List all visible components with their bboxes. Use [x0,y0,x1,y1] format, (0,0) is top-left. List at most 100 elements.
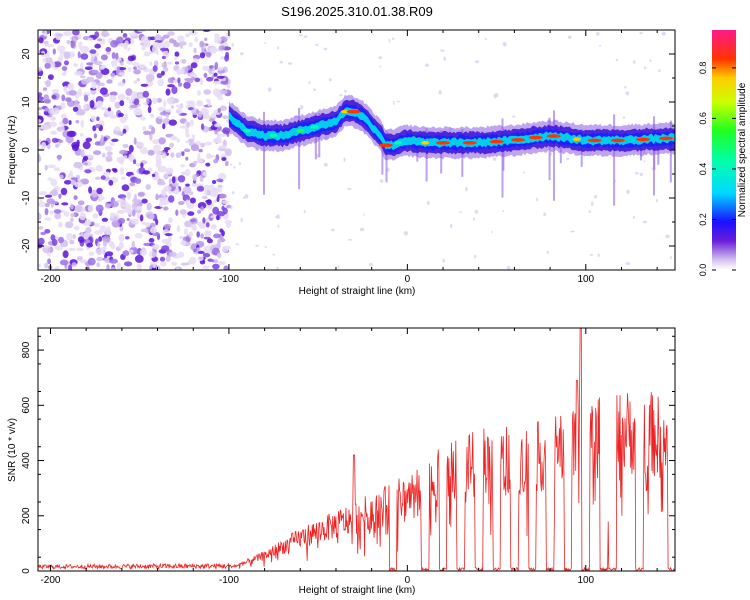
noise-speckle [167,84,175,88]
y-tick-label: 0 [21,147,32,153]
snr-panel: -200 -100 0 100 0 200 400 600 800 Height of stra… [7,327,676,596]
noise-speckle [55,144,59,148]
noise-speckle [117,217,126,224]
noise-speckle [190,144,200,152]
noise-speckle [128,32,138,37]
noise-speckle [255,244,259,247]
noise-speckle [45,44,54,48]
noise-speckle [89,49,97,54]
noise-speckle [206,205,213,210]
noise-speckle [93,60,103,66]
noise-speckle [214,61,219,70]
noise-speckle [96,82,105,87]
noise-speckle [204,37,208,42]
noise-speckle [170,135,178,141]
noise-speckle [61,125,65,132]
noise-speckle [166,61,173,65]
noise-speckle [132,62,140,67]
noise-speckle [156,265,161,270]
noise-speckle [183,81,191,89]
noise-speckle [442,258,445,263]
noise-speckle [264,246,267,249]
noise-speckle [44,194,53,198]
noise-speckle [140,83,149,87]
spectral-streak [263,111,265,195]
noise-speckle [77,88,82,97]
noise-speckle [163,206,169,211]
noise-speckle [84,66,93,70]
noise-speckle [323,47,328,51]
noise-speckle [205,98,210,103]
noise-speckle [202,253,211,258]
noise-speckle [47,177,53,181]
noise-speckle [68,247,76,251]
noise-speckle [465,186,468,192]
noise-speckle [85,226,92,234]
noise-speckle [179,43,183,49]
noise-speckle [126,191,132,200]
noise-speckle [131,218,139,225]
noise-speckle [181,58,187,64]
noise-speckle [216,211,226,217]
noise-speckle [199,77,204,86]
noise-speckle [80,119,85,128]
noise-speckle [72,30,80,36]
noise-speckle [96,116,100,122]
noise-speckle [201,107,207,115]
noise-speckle [173,42,181,48]
noise-speckle [72,234,76,239]
noise-speckle [106,51,111,55]
noise-speckle [202,265,210,269]
noise-speckle [59,259,69,266]
noise-speckle [185,33,190,38]
y-tick-label: 400 [21,452,32,469]
noise-speckle [189,197,196,204]
noise-speckle [594,195,598,199]
noise-speckle [649,59,652,63]
noise-speckle [180,67,184,75]
noise-speckle [238,162,242,166]
noise-speckle [126,218,130,221]
noise-speckle [85,137,93,142]
noise-speckle [174,61,180,65]
noise-speckle [633,215,635,220]
noise-speckle [164,233,173,237]
noise-speckle [47,258,52,265]
noise-speckle [117,67,127,71]
noise-speckle [180,164,185,168]
noise-speckle [511,115,516,118]
noise-speckle [42,245,51,249]
noise-speckle [140,116,146,121]
noise-speckle [54,212,62,220]
noise-speckle [38,92,43,97]
noise-speckle [58,193,62,199]
noise-speckle [38,119,42,123]
y-tick-label: 200 [21,507,32,524]
noise-speckle [190,76,196,81]
noise-speckle [222,127,231,135]
noise-speckle [152,45,159,54]
noise-speckle [102,240,108,247]
noise-speckle [213,140,223,144]
noise-speckle [140,228,149,233]
noise-speckle [339,94,343,97]
noise-speckle [108,179,114,186]
noise-speckle [51,188,58,197]
noise-speckle [231,191,235,195]
noise-speckle [565,157,570,161]
noise-speckle [216,196,220,202]
x-tick-label: -100 [219,575,239,586]
noise-speckle [449,224,453,228]
noise-speckle [393,100,395,106]
noise-speckle [161,62,168,69]
noise-speckle [313,88,317,91]
noise-speckle [206,238,213,244]
noise-speckle [142,90,150,98]
noise-speckle [38,37,44,44]
noise-speckle [38,111,41,117]
noise-speckle [639,31,643,35]
ridge-peak [394,141,403,145]
noise-speckle [88,251,95,256]
noise-speckle [300,105,304,110]
y-tick-label: -20 [21,238,32,253]
